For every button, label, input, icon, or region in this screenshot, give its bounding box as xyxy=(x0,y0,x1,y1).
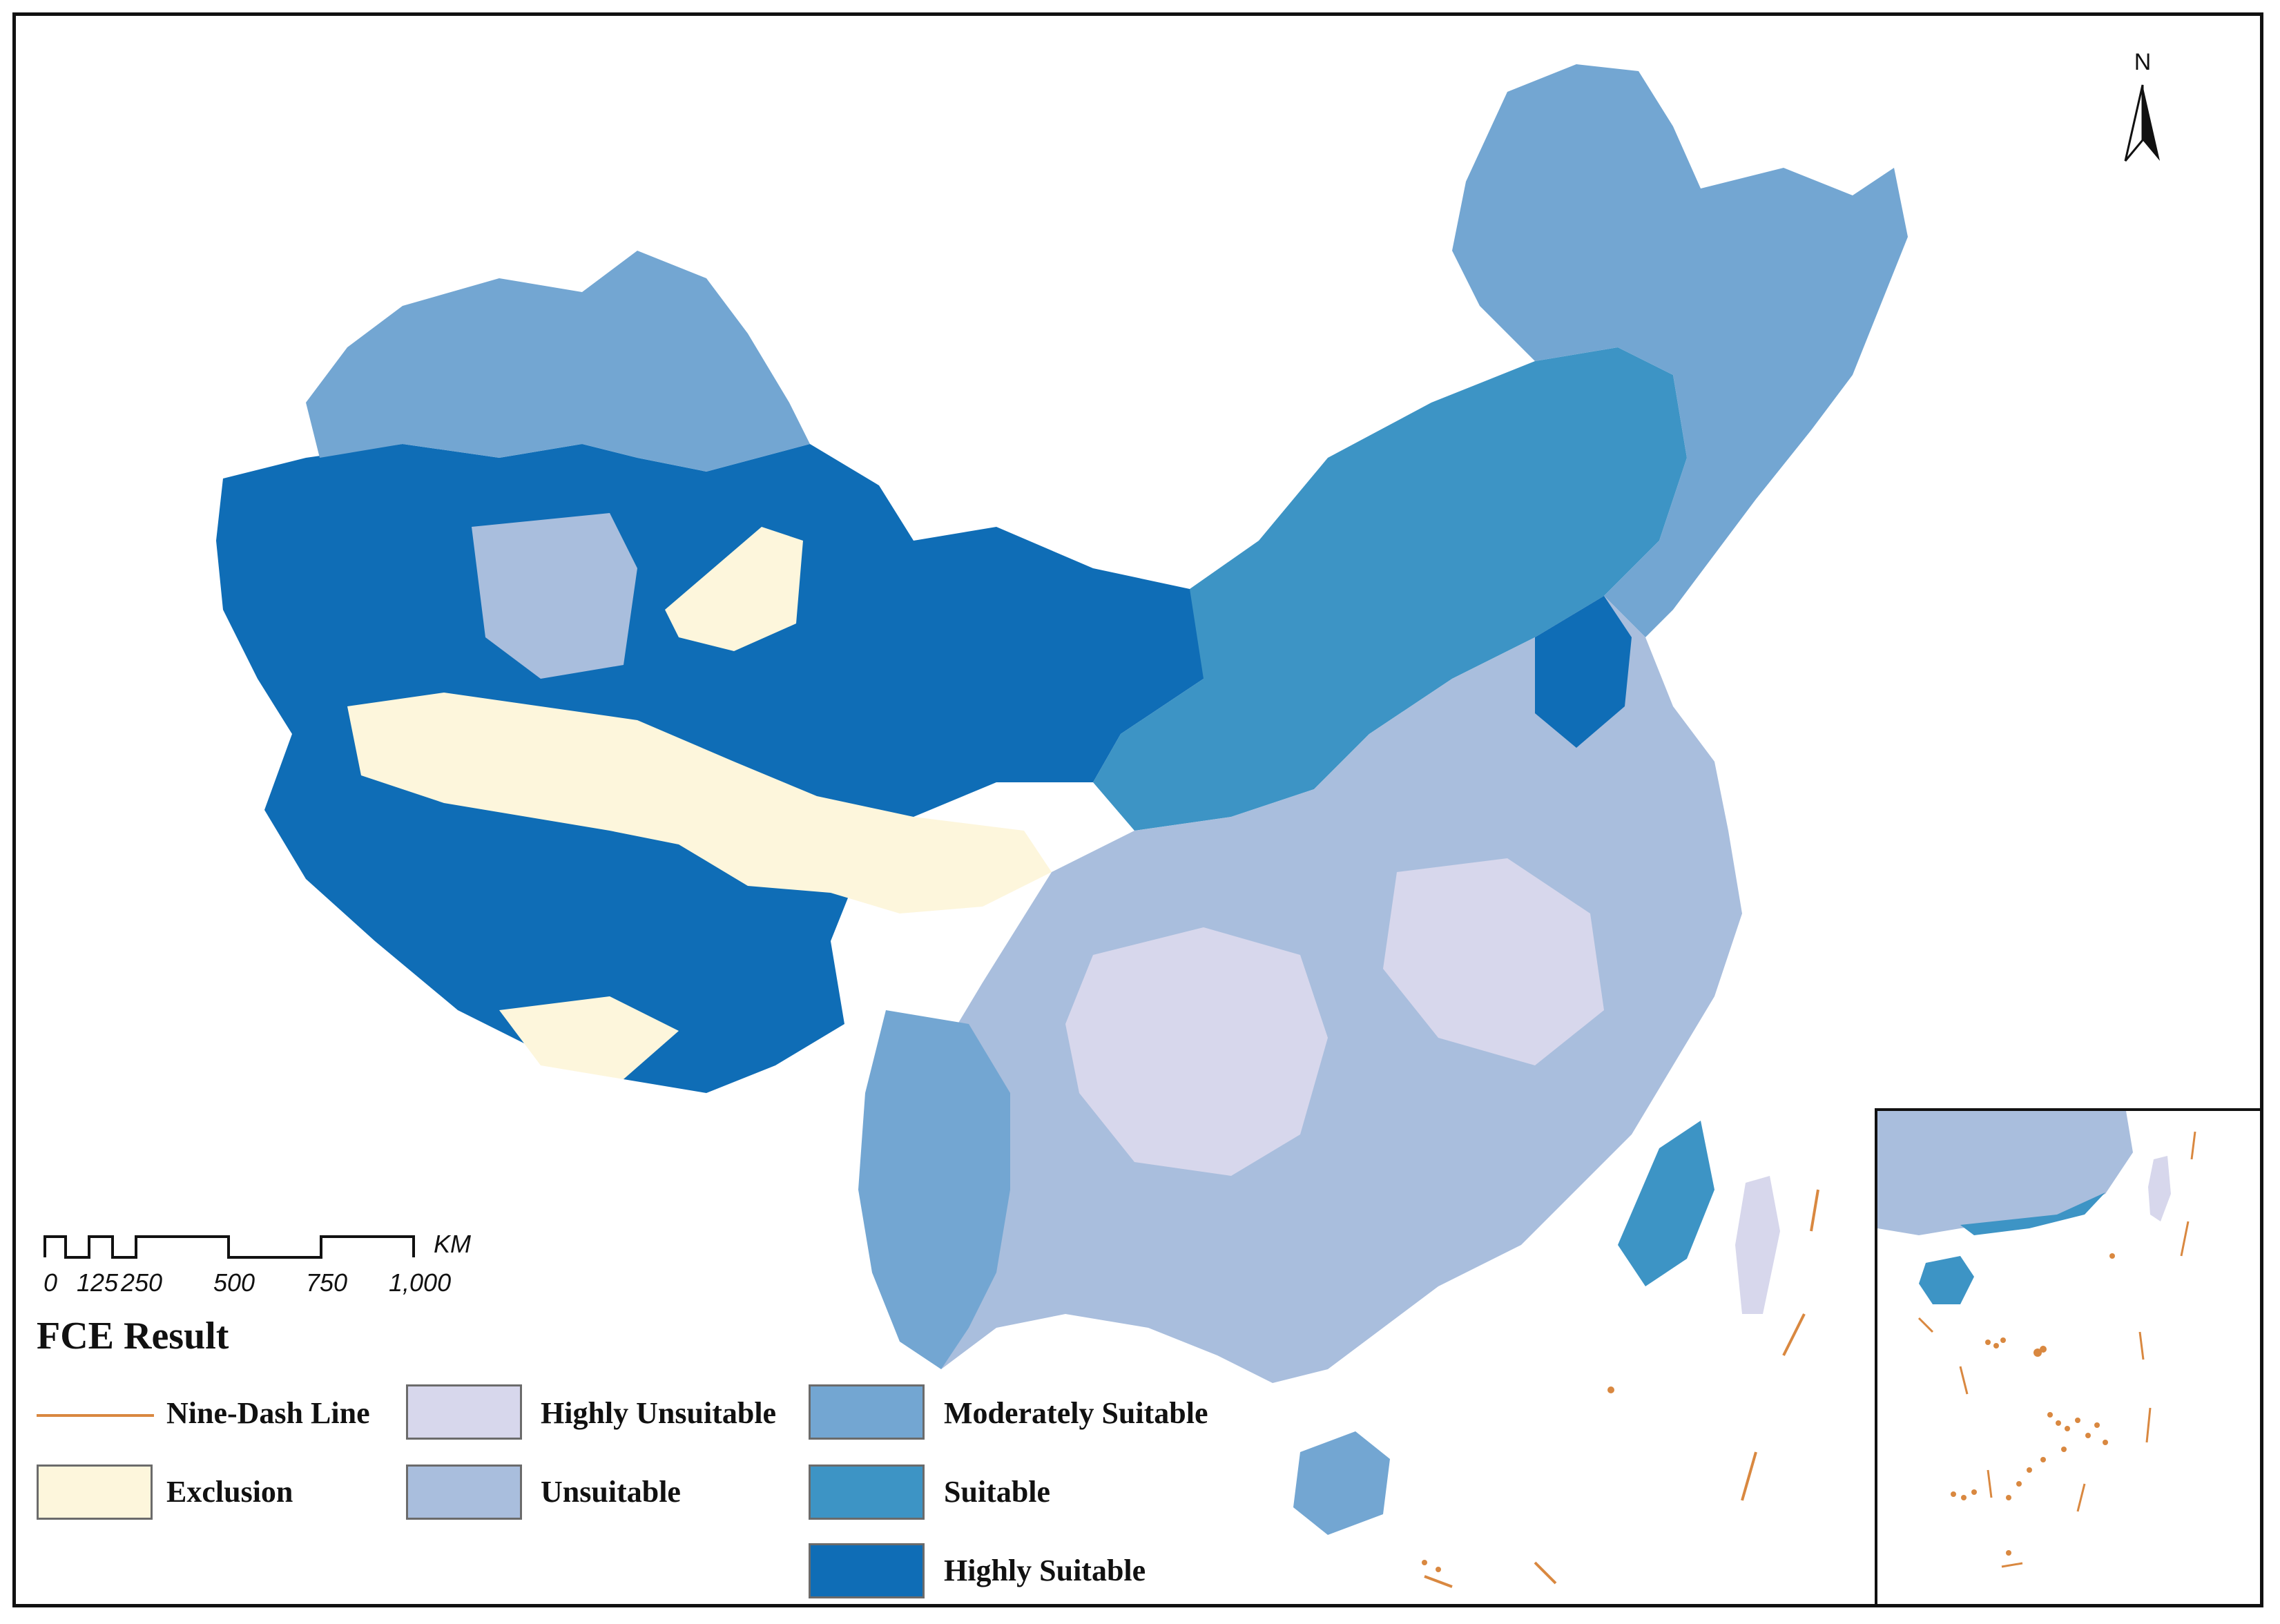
scale-bar: 0 125 250 500 750 1,000 KM xyxy=(44,1216,485,1297)
region-taiwan xyxy=(1735,1176,1780,1314)
region-moderately-suitable-northeast xyxy=(1452,64,1908,637)
region-unsuitable-basin xyxy=(472,513,637,679)
china-suitability-map xyxy=(216,64,1908,1588)
scale-tick: 125 xyxy=(77,1268,119,1297)
legend-swatch-highly-suitable xyxy=(809,1543,925,1598)
region-unsuitable-south xyxy=(886,596,1742,1383)
inset-nine-dash-line xyxy=(1917,1131,2196,1568)
scale-tick: 250 xyxy=(121,1268,163,1297)
region-suitable-southeast-coast xyxy=(1618,1121,1714,1286)
inset-taiwan xyxy=(2148,1156,2171,1221)
legend-label: Moderately Suitable xyxy=(944,1396,1208,1430)
scale-bar-graphic xyxy=(44,1235,415,1259)
region-moderately-suitable-northwest xyxy=(306,251,810,472)
region-exclusion-south-tibet xyxy=(499,996,679,1079)
region-highly-unsuitable-center xyxy=(1065,927,1328,1176)
region-highly-unsuitable-east xyxy=(1383,858,1604,1065)
scale-tick: 0 xyxy=(44,1268,58,1297)
region-exclusion-white-patch xyxy=(665,527,803,651)
region-hainan xyxy=(1293,1431,1390,1535)
map-frame: N 0 125 250 500 750 1,000 KM FCE Result … xyxy=(12,12,2263,1607)
legend-swatch-nine-dash-line xyxy=(37,1414,154,1417)
legend-label: Exclusion xyxy=(166,1475,293,1509)
scale-tick: 500 xyxy=(213,1268,255,1297)
region-moderately-suitable-southwest xyxy=(858,1010,1010,1369)
legend-label: Highly Unsuitable xyxy=(541,1396,777,1430)
legend-swatch-exclusion xyxy=(37,1464,153,1520)
legend-swatch-unsuitable xyxy=(406,1464,522,1520)
nine-dash-line-main xyxy=(1424,1189,1819,1588)
inset-hainan xyxy=(1919,1256,1974,1304)
region-highly-suitable-coast xyxy=(1535,596,1632,748)
scale-unit: KM xyxy=(434,1230,471,1258)
inset-islands xyxy=(1951,1253,2115,1556)
north-arrow-icon xyxy=(2124,84,2160,162)
legend-label: Nine-Dash Line xyxy=(166,1396,370,1430)
south-china-sea-inset xyxy=(1875,1108,2260,1604)
scale-tick: 750 xyxy=(306,1268,348,1297)
inset-coast-strip xyxy=(1960,1192,2105,1235)
region-exclusion-tarim xyxy=(347,693,1052,914)
legend-label: Suitable xyxy=(944,1475,1051,1509)
legend-swatch-suitable xyxy=(809,1464,925,1520)
legend-title: FCE Result xyxy=(37,1315,229,1357)
islands-scatter xyxy=(1422,1386,1614,1572)
legend-swatch-moderately-suitable xyxy=(809,1384,925,1440)
legend-label: Highly Suitable xyxy=(944,1554,1146,1587)
region-suitable-north xyxy=(1093,347,1687,831)
inset-mainland xyxy=(1877,1111,2133,1235)
north-label: N xyxy=(2134,49,2152,75)
legend-label: Unsuitable xyxy=(541,1475,681,1509)
scale-tick: 1,000 xyxy=(389,1268,452,1297)
inset-map xyxy=(1877,1111,2196,1568)
legend-swatch-highly-unsuitable xyxy=(406,1384,522,1440)
